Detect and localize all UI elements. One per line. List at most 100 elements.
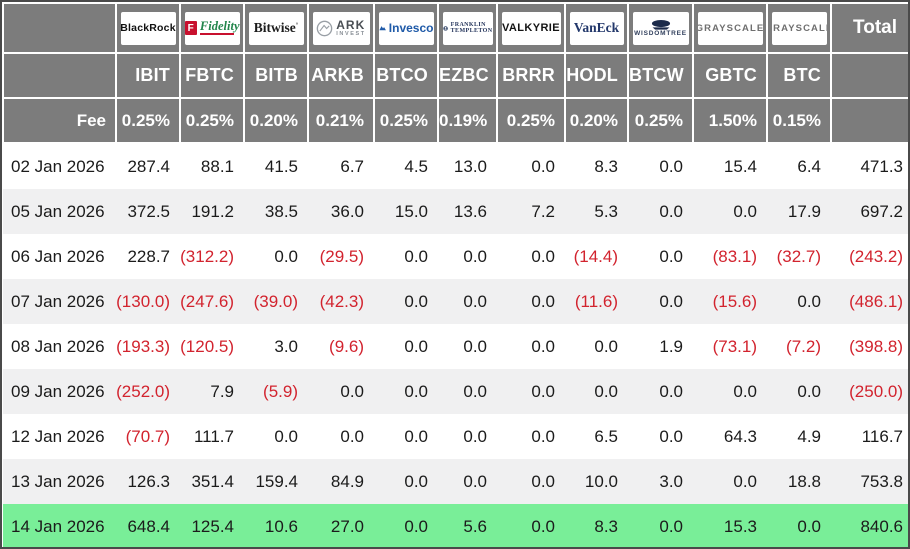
row-date: 13 Jan 2026 <box>3 459 116 504</box>
flow-value-cell-gbtc: (15.6) <box>693 279 767 324</box>
flow-value-cell-ezbc: 13.6 <box>438 189 497 234</box>
provider-logo-cell-arkb: ARK INVEST <box>307 2 375 54</box>
blackrock-logo-text: BlackRock <box>120 22 176 34</box>
fee-cell-gbtc: 1.50% <box>692 97 768 144</box>
flow-value-cell-fbtc: 125.4 <box>180 504 244 547</box>
ticker-cell-ibit: IBIT <box>115 52 181 99</box>
flow-value-cell-btcw: 1.9 <box>628 324 693 369</box>
invesco-logo-text: Invesco <box>388 21 434 35</box>
table-row: 09 Jan 2026 (252.0) 7.9 (5.9) 0.0 0.0 0.0 0.0 0.… <box>3 369 908 414</box>
provider-logo-invesco: Invesco <box>378 11 434 45</box>
flow-value-cell-bitb: (5.9) <box>244 369 308 414</box>
fee-cell-bitb: 0.20% <box>243 97 309 144</box>
flow-value-cell-gbtc: 0.0 <box>693 369 767 414</box>
row-date: 14 Jan 2026 <box>3 504 116 547</box>
flow-value-cell-fbtc: 88.1 <box>180 143 244 189</box>
fee-label-cell: Fee <box>2 97 117 144</box>
flow-value-cell-btc: 18.8 <box>767 459 831 504</box>
fee-cell-ezbc: 0.19% <box>437 97 498 144</box>
flow-value-cell-ezbc: 0.0 <box>438 324 497 369</box>
provider-logo-blackrock: BlackRock <box>120 11 176 45</box>
ticker-cell-hodl: HODL <box>564 52 629 99</box>
flow-value-cell-fbtc: 351.4 <box>180 459 244 504</box>
flow-value-cell-brrr: 7.2 <box>497 189 565 234</box>
fee-cell-brrr: 0.25% <box>496 97 566 144</box>
flow-value-cell-brrr: 0.0 <box>497 369 565 414</box>
flow-value-cell-arkb: (9.6) <box>308 324 374 369</box>
franklin-head-icon <box>442 25 448 31</box>
grayscale-logo-text: GRAYSCALE <box>697 22 763 34</box>
flow-value-cell-ibit: (70.7) <box>116 414 180 459</box>
flow-value-cell-hodl: (11.6) <box>565 279 628 324</box>
table-row: 12 Jan 2026 (70.7) 111.7 0.0 0.0 0.0 0.0 0.0 6.5… <box>3 414 908 459</box>
ark-invest-sub-text: INVEST <box>336 30 366 37</box>
flow-value-cell-bitb: 0.0 <box>244 234 308 279</box>
provider-logo-grayscale: GRAYSCALE <box>697 11 763 45</box>
ticker-cell-arkb: ARKB <box>307 52 375 99</box>
row-total-cell: (243.2) <box>831 234 908 279</box>
flow-value-cell-hodl: 0.0 <box>565 369 628 414</box>
flow-value-cell-btcw: 0.0 <box>628 504 693 547</box>
flow-value-cell-arkb: (42.3) <box>308 279 374 324</box>
flow-value-cell-brrr: 0.0 <box>497 324 565 369</box>
ticker-cell-btco: BTCO <box>373 52 439 99</box>
flow-value-cell-gbtc: 15.3 <box>693 504 767 547</box>
flow-value-cell-ibit: 372.5 <box>116 189 180 234</box>
empty-ticker-cell <box>2 52 117 99</box>
flow-value-cell-bitb: 38.5 <box>244 189 308 234</box>
flow-value-cell-fbtc: 111.7 <box>180 414 244 459</box>
fee-cell-btcw: 0.25% <box>627 97 694 144</box>
row-total-cell: 753.8 <box>831 459 908 504</box>
flow-value-cell-bitb: 41.5 <box>244 143 308 189</box>
flow-value-cell-fbtc: (120.5) <box>180 324 244 369</box>
flow-value-cell-brrr: 0.0 <box>497 414 565 459</box>
flow-value-cell-gbtc: 0.0 <box>693 189 767 234</box>
flow-value-cell-bitb: 10.6 <box>244 504 308 547</box>
flow-value-cell-btcw: 3.0 <box>628 459 693 504</box>
provider-logo-franklin: FRANKLIN TEMPLETON <box>442 11 493 45</box>
row-date: 07 Jan 2026 <box>3 279 116 324</box>
flow-value-cell-fbtc: (312.2) <box>180 234 244 279</box>
corner-cell <box>2 2 117 54</box>
flow-value-cell-btcw: 0.0 <box>628 414 693 459</box>
invesco-mountain-icon <box>378 26 386 31</box>
flow-value-cell-fbtc: 7.9 <box>180 369 244 414</box>
fee-cell-ibit: 0.25% <box>115 97 181 144</box>
provider-logo-grayscale2: GRAYSCALE <box>771 11 827 45</box>
flow-value-cell-ibit: 287.4 <box>116 143 180 189</box>
fee-cell-hodl: 0.20% <box>564 97 629 144</box>
provider-logo-bitwise: Bitwise° <box>248 11 304 45</box>
row-total-cell: (398.8) <box>831 324 908 369</box>
provider-logo-cell-fbtc: F Fidelity <box>179 2 245 54</box>
flow-value-cell-arkb: 84.9 <box>308 459 374 504</box>
flow-value-cell-btcw: 0.0 <box>628 234 693 279</box>
fidelity-logo-text: Fidelity <box>199 18 240 33</box>
ticker-cell-gbtc: GBTC <box>692 52 768 99</box>
fee-cell-arkb: 0.21% <box>307 97 375 144</box>
flow-value-cell-ibit: (130.0) <box>116 279 180 324</box>
flow-value-cell-bitb: (39.0) <box>244 279 308 324</box>
fidelity-mark-icon: F <box>184 21 197 35</box>
provider-logo-ark: ARK INVEST <box>312 11 370 45</box>
flow-value-cell-btc: (7.2) <box>767 324 831 369</box>
flow-value-cell-ibit: (252.0) <box>116 369 180 414</box>
templeton-logo-text: TEMPLETON <box>450 28 493 34</box>
empty-total-ticker-cell <box>830 52 908 99</box>
table-row: 08 Jan 2026 (193.3) (120.5) 3.0 (9.6) 0.0 0.0 0… <box>3 324 908 369</box>
table-row: 05 Jan 2026 372.5 191.2 38.5 36.0 15.0 13.6 7.2… <box>3 189 908 234</box>
row-total-cell: 471.3 <box>831 143 908 189</box>
flow-value-cell-ezbc: 0.0 <box>438 279 497 324</box>
flow-value-cell-btco: 0.0 <box>374 369 438 414</box>
flow-value-cell-ezbc: 0.0 <box>438 234 497 279</box>
ticker-cell-btcw: BTCW <box>627 52 694 99</box>
wisdomtree-logo-text: WISDOMTREE <box>634 29 687 37</box>
flow-value-cell-gbtc: 64.3 <box>693 414 767 459</box>
provider-logo-cell-ibit: BlackRock <box>115 2 181 54</box>
table-row: 13 Jan 2026 126.3 351.4 159.4 84.9 0.0 0.0 0.0 1… <box>3 459 908 504</box>
provider-logo-cell-bitb: Bitwise° <box>243 2 309 54</box>
flow-value-cell-gbtc: (83.1) <box>693 234 767 279</box>
ticker-cell-ezbc: EZBC <box>437 52 498 99</box>
flow-value-cell-brrr: 0.0 <box>497 504 565 547</box>
